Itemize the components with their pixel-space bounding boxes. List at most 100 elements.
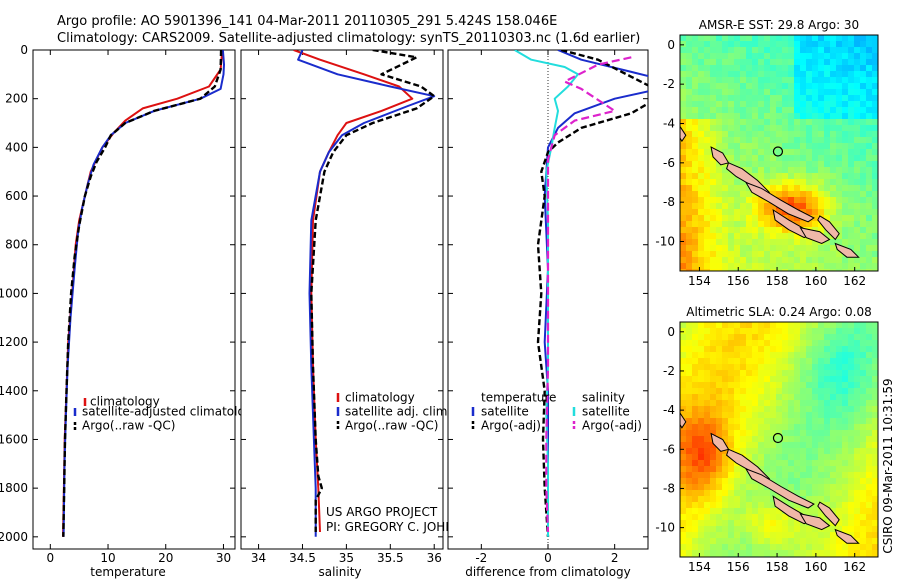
heatmap-cell <box>764 454 770 460</box>
heatmap-cell <box>722 83 728 89</box>
heatmap-cell <box>686 179 692 185</box>
heatmap-cell <box>692 77 698 83</box>
heatmap-cell <box>680 448 686 454</box>
heatmap-cell <box>692 364 698 370</box>
heatmap-cell <box>824 340 830 346</box>
heatmap-cell <box>812 478 818 484</box>
heatmap-cell <box>824 538 830 544</box>
heatmap-cell <box>728 269 734 271</box>
heatmap-cell <box>698 544 704 550</box>
heatmap-cell <box>734 496 740 502</box>
heatmap-cell <box>782 544 788 550</box>
heatmap-cell <box>866 35 872 41</box>
heatmap-cell <box>722 496 728 502</box>
salinity-panel: 34 34.5 35 35.5 36 salinity climatology sate… <box>240 49 480 579</box>
heatmap-cell <box>758 496 764 502</box>
heatmap-cell <box>704 358 710 364</box>
heatmap-cell <box>722 394 728 400</box>
heatmap-cell <box>788 233 794 239</box>
heatmap-cell <box>698 520 704 526</box>
heatmap-cell <box>830 340 836 346</box>
heatmap-cell <box>836 430 842 436</box>
heatmap-cell <box>746 454 752 460</box>
heatmap-cell <box>866 53 872 59</box>
heatmap-cell <box>830 203 836 209</box>
heatmap-cell <box>782 460 788 466</box>
heatmap-cell <box>800 454 806 460</box>
heatmap-cell <box>842 203 848 209</box>
heatmap-cell <box>794 400 800 406</box>
heatmap-cell <box>734 185 740 191</box>
heatmap-cell <box>800 382 806 388</box>
heatmap-cell <box>764 442 770 448</box>
heatmap-cell <box>812 466 818 472</box>
heatmap-cell <box>710 394 716 400</box>
heatmap-cell <box>686 71 692 77</box>
heatmap-cell <box>764 65 770 71</box>
heatmap-cell <box>848 155 854 161</box>
heatmap-cell <box>752 257 758 263</box>
heatmap-cell <box>836 209 842 215</box>
heatmap-cell <box>788 59 794 65</box>
heatmap-cell <box>824 454 830 460</box>
heatmap-cell <box>860 65 866 71</box>
heatmap-cell <box>752 502 758 508</box>
heatmap-cell <box>782 430 788 436</box>
heatmap-cell <box>704 89 710 95</box>
heatmap-cell <box>758 203 764 209</box>
heatmap-cell <box>824 47 830 53</box>
heatmap-cell <box>794 322 800 328</box>
heatmap-cell <box>866 59 872 65</box>
heatmap-cell <box>728 47 734 53</box>
heatmap-cell <box>794 125 800 131</box>
heatmap-cell <box>758 95 764 101</box>
heatmap-cell <box>698 484 704 490</box>
heatmap-cell <box>788 53 794 59</box>
heatmap-cell <box>806 370 812 376</box>
heatmap-cell <box>698 191 704 197</box>
heatmap-cell <box>806 400 812 406</box>
heatmap-cell <box>824 155 830 161</box>
heatmap-cell <box>704 460 710 466</box>
heatmap-cell <box>800 376 806 382</box>
heatmap-cell <box>776 322 782 328</box>
heatmap-cell <box>788 263 794 269</box>
heatmap-cell <box>716 185 722 191</box>
heatmap-cell <box>866 526 872 532</box>
heatmap-cell <box>860 137 866 143</box>
heatmap-cell <box>818 77 824 83</box>
heatmap-cell <box>860 263 866 269</box>
island-outline <box>680 412 687 429</box>
sla-map-panel: Altimetric SLA: 0.24 Argo: 0.08 154 156 15… <box>655 305 879 574</box>
heatmap-cell <box>722 424 728 430</box>
heatmap-cell <box>866 269 872 271</box>
heatmap-cell <box>836 544 842 550</box>
heatmap-cell <box>692 376 698 382</box>
heatmap-cell <box>770 167 776 173</box>
heatmap-cell <box>752 65 758 71</box>
heatmap-cell <box>716 137 722 143</box>
heatmap-cell <box>800 137 806 143</box>
heatmap-cell <box>866 352 872 358</box>
heatmap-cell <box>698 334 704 340</box>
heatmap-cell <box>716 41 722 47</box>
heatmap-cell <box>680 203 686 209</box>
heatmap-cell <box>686 89 692 95</box>
heatmap-cell <box>794 53 800 59</box>
heatmap-cell <box>854 83 860 89</box>
heatmap-cell <box>860 376 866 382</box>
heatmap-cell <box>812 430 818 436</box>
heatmap-cell <box>704 233 710 239</box>
heatmap-cell <box>716 245 722 251</box>
heatmap-cell <box>842 137 848 143</box>
heatmap-cell <box>728 424 734 430</box>
heatmap-cell <box>752 526 758 532</box>
heatmap-cell <box>752 89 758 95</box>
heatmap-cell <box>692 95 698 101</box>
heatmap-cell <box>842 388 848 394</box>
heatmap-cell <box>734 538 740 544</box>
heatmap-cell <box>710 227 716 233</box>
heatmap-cell <box>776 173 782 179</box>
heatmap-cell <box>740 101 746 107</box>
heatmap-cell <box>824 424 830 430</box>
